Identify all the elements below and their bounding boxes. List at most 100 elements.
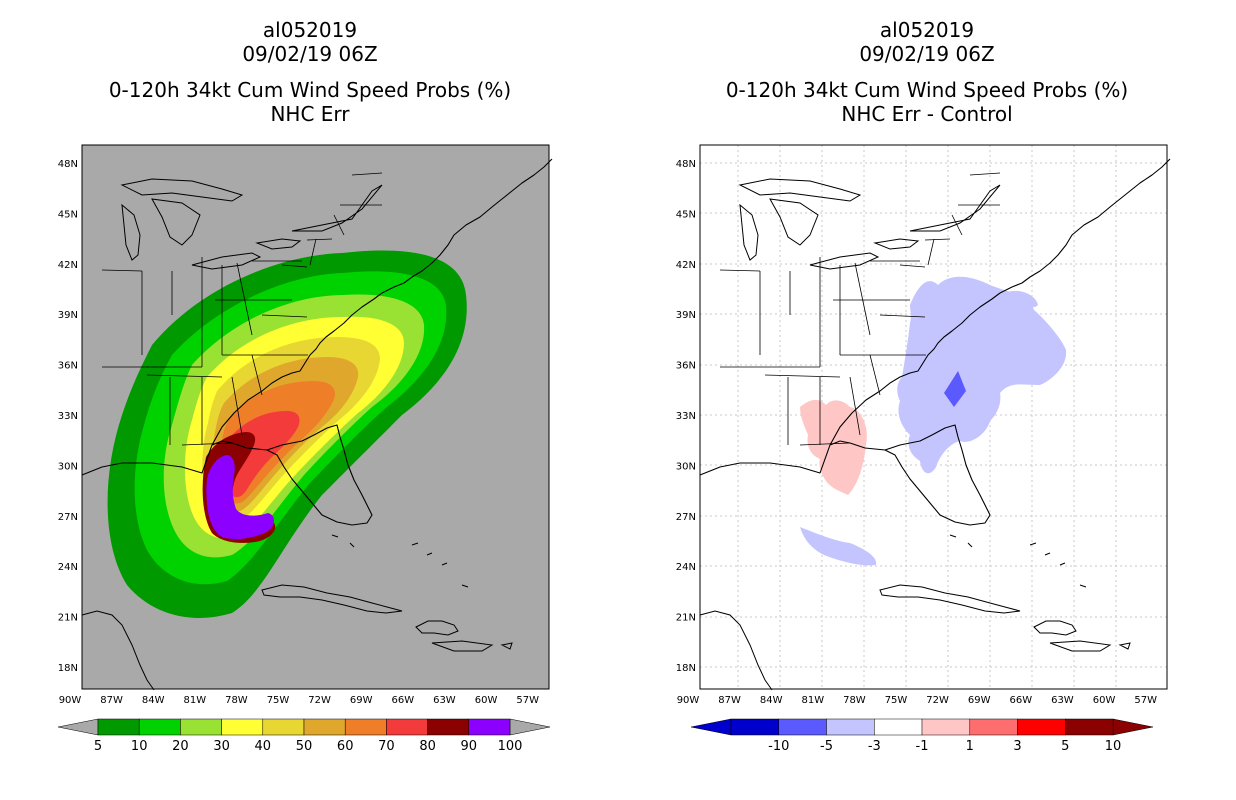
left-colorbar-arrow-left <box>57 718 99 736</box>
right-colorbar-arrow-left <box>690 718 732 736</box>
right-map-frame <box>699 144 1168 690</box>
right-colorbar-arrow-right <box>1112 718 1154 736</box>
left-lat-label: 24N <box>58 562 78 573</box>
right-lon-label: 87W <box>718 695 741 706</box>
left-colorbar-label: 70 <box>378 739 395 754</box>
left-lat-label: 45N <box>58 209 78 220</box>
left-lat-label: 21N <box>58 613 78 624</box>
left-lon-label: 57W <box>516 695 539 706</box>
right-lon-label: 75W <box>885 695 908 706</box>
left-date: 09/02/19 06Z <box>242 42 378 66</box>
right-lon-label: 60W <box>1093 695 1116 706</box>
right-date: 09/02/19 06Z <box>859 42 995 66</box>
right-colorbar-label: 3 <box>1013 739 1021 754</box>
left-colorbar-label: 30 <box>213 739 230 754</box>
left-colorbar-swatch <box>221 718 264 736</box>
right-colorbar-label: -1 <box>916 739 929 754</box>
right-colorbar-label: -10 <box>768 739 789 754</box>
left-lon-label: 81W <box>183 695 206 706</box>
left-map-frame <box>81 144 550 690</box>
left-lon-label: 69W <box>350 695 373 706</box>
left-lon-label: 78W <box>225 695 248 706</box>
left-panel-titles: al052019 09/02/19 06Z 0-120h 34kt Cum Wi… <box>60 18 560 126</box>
left-colorbar-swatch <box>180 718 222 736</box>
colorbars: 5 10 20 30 40 50 60 70 80 90 100 -10 -5 -3 -1 1 3 5 10 <box>57 718 1154 754</box>
left-run-id: al052019 <box>262 18 358 42</box>
right-colorbar-swatch <box>730 718 780 736</box>
left-lon-label: 87W <box>100 695 123 706</box>
right-lat-label: 24N <box>676 562 696 573</box>
left-lat-label: 27N <box>58 512 78 523</box>
left-colorbar-swatch <box>97 718 140 736</box>
right-colorbar-label: -5 <box>820 739 833 754</box>
right-lon-label: 78W <box>843 695 866 706</box>
right-panel-titles: al052019 09/02/19 06Z 0-120h 34kt Cum Wi… <box>677 18 1177 126</box>
right-lon-label: 84W <box>760 695 783 706</box>
left-colorbar-swatch <box>344 718 387 736</box>
right-difference-contours <box>800 276 1067 566</box>
right-colorbar-swatch <box>969 718 1018 736</box>
left-lon-label: 66W <box>391 695 414 706</box>
left-lon-label: 72W <box>308 695 331 706</box>
left-lat-label: 48N <box>58 159 78 170</box>
left-colorbar-label: 40 <box>255 739 272 754</box>
right-lon-label: 66W <box>1009 695 1032 706</box>
right-lon-label: 81W <box>801 695 824 706</box>
left-map-background <box>82 145 549 689</box>
right-colorbar-label: 5 <box>1061 739 1069 754</box>
left-colorbar-swatch <box>427 718 470 736</box>
left-colorbar-swatch <box>386 718 428 736</box>
right-run-id: al052019 <box>879 18 975 42</box>
right-colorbar-swatch <box>921 718 971 736</box>
left-lat-label: 33N <box>58 411 78 422</box>
left-colorbar-label: 10 <box>131 739 148 754</box>
right-colorbar-swatch <box>874 718 923 736</box>
right-lon-label: 72W <box>926 695 949 706</box>
right-subtitle: NHC Err - Control <box>841 102 1013 126</box>
right-colorbar-label: 1 <box>966 739 974 754</box>
left-colorbar-swatch <box>138 718 181 736</box>
right-map-background <box>700 145 1167 689</box>
right-colorbar-label: 10 <box>1105 739 1122 754</box>
left-colorbar-label: 80 <box>419 739 436 754</box>
right-lon-label: 63W <box>1051 695 1074 706</box>
right-lat-label: 33N <box>676 411 696 422</box>
left-lon-label: 60W <box>475 695 498 706</box>
left-colorbar-arrow-right <box>509 718 551 736</box>
right-colorbar-swatch <box>778 718 827 736</box>
left-colorbar-label: 60 <box>337 739 354 754</box>
right-lat-label: 27N <box>676 512 696 523</box>
left-lon-label: 90W <box>59 695 82 706</box>
right-lat-label: 39N <box>676 310 696 321</box>
left-colorbar-label: 5 <box>94 739 102 754</box>
right-lat-label: 45N <box>676 209 696 220</box>
left-lat-label: 18N <box>58 663 78 674</box>
right-lat-label: 18N <box>676 663 696 674</box>
right-map-gridlines <box>700 145 1167 689</box>
left-colorbar-swatch <box>303 718 346 736</box>
right-lat-label: 48N <box>676 159 696 170</box>
left-probability-contours <box>107 250 467 618</box>
right-lat-label: 36N <box>676 361 696 372</box>
right-colorbar-label: -3 <box>868 739 881 754</box>
left-lon-label: 63W <box>433 695 456 706</box>
left-subtitle: NHC Err <box>270 102 350 126</box>
right-colorbar-swatch <box>1065 718 1114 736</box>
left-lat-label: 39N <box>58 310 78 321</box>
left-lat-label: 36N <box>58 361 78 372</box>
left-colorbar-label: 90 <box>461 739 478 754</box>
left-colorbar-swatch <box>468 718 511 736</box>
right-lon-label: 57W <box>1134 695 1157 706</box>
right-lat-label: 42N <box>676 260 696 271</box>
left-colorbar-label: 100 <box>498 739 523 754</box>
right-colorbar-swatch <box>826 718 875 736</box>
axis-labels: 90W 87W 84W 81W 78W 75W 72W 69W 66W 63W 60W 57W 48N 4… <box>58 159 1157 706</box>
right-lat-label: 21N <box>676 613 696 624</box>
left-lat-label: 42N <box>58 260 78 271</box>
left-colorbar-swatch <box>262 718 305 736</box>
left-lon-label: 75W <box>267 695 290 706</box>
right-title: 0-120h 34kt Cum Wind Speed Probs (%) <box>725 78 1129 102</box>
left-lat-label: 30N <box>58 461 78 472</box>
right-colorbar-swatch <box>1017 718 1066 736</box>
right-lon-label: 90W <box>677 695 700 706</box>
